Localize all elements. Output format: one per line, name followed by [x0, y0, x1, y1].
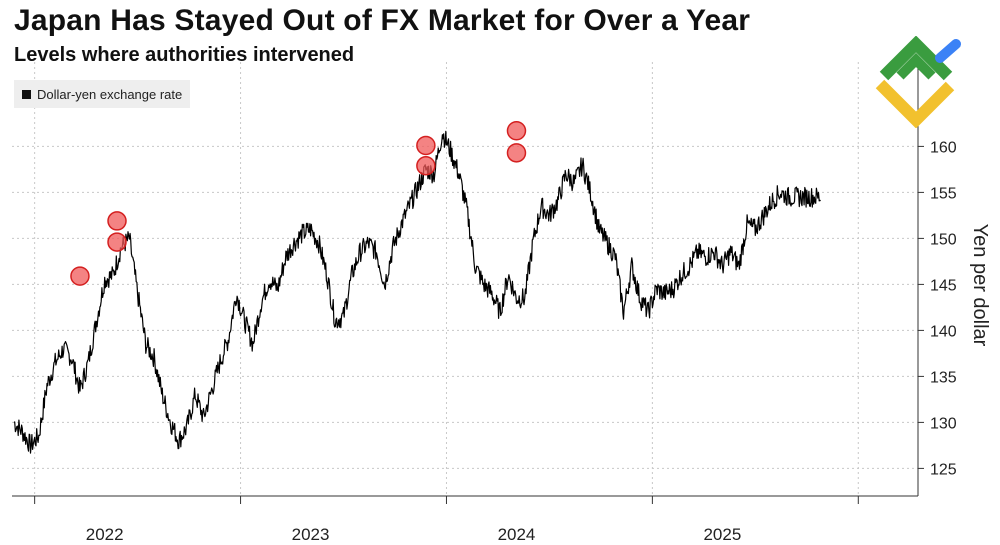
x-tick-label: 2024	[498, 525, 536, 544]
x-tick-label: 2025	[703, 525, 741, 544]
y-tick-label: 155	[930, 185, 957, 202]
y-tick-label: 160	[930, 139, 957, 156]
intervention-marker	[506, 121, 527, 141]
intervention-marker	[107, 211, 127, 231]
chart-title: Japan Has Stayed Out of FX Market for Ov…	[14, 4, 751, 37]
intervention-marker	[107, 232, 127, 252]
y-tick-label: 140	[930, 323, 957, 340]
x-tick-label: 2022	[86, 525, 124, 544]
y-tick-label: 125	[930, 461, 957, 478]
y-tick-label: 135	[930, 369, 957, 386]
legend-swatch	[22, 89, 31, 99]
intervention-marker	[506, 143, 527, 163]
y-axis-label: Yen per dollar	[969, 224, 991, 347]
y-tick-label: 150	[930, 231, 957, 248]
legend: Dollar-yen exchange rate	[14, 80, 191, 108]
y-tick-label: 130	[930, 415, 957, 432]
brand-logo-icon	[875, 36, 961, 128]
intervention-marker	[416, 135, 436, 156]
legend-label: Dollar-yen exchange rate	[37, 86, 183, 102]
series-line-dollar-yen	[13, 130, 821, 454]
intervention-marker	[416, 155, 436, 176]
y-tick-label: 145	[930, 277, 957, 294]
chart-subtitle: Levels where authorities intervened	[14, 44, 355, 66]
x-tick-label: 2023	[292, 525, 330, 544]
intervention-marker	[70, 266, 90, 286]
